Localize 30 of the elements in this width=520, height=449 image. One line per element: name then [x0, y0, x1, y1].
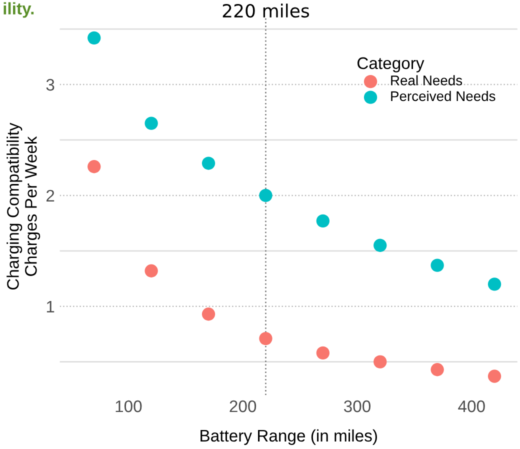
point — [374, 355, 387, 368]
y-tick-label: 2 — [46, 190, 54, 202]
x-axis-title: Battery Range (in miles) — [200, 429, 377, 445]
point — [144, 264, 158, 278]
legend-label: Real Needs — [391, 75, 462, 86]
point — [88, 160, 101, 174]
point — [88, 31, 101, 45]
ref-line-label: 220 miles — [222, 4, 310, 18]
x-tick-label: 200 — [230, 400, 256, 412]
point — [430, 363, 444, 376]
legend-title: Category — [358, 57, 424, 72]
legend-label: Perceived Needs — [391, 90, 496, 102]
x-tick-label: 300 — [344, 400, 370, 412]
point — [488, 278, 502, 291]
y-tick-label: 1 — [46, 300, 54, 312]
point — [259, 332, 272, 346]
point — [144, 116, 158, 130]
point — [202, 156, 216, 170]
x-tick-label: 100 — [116, 400, 142, 412]
chart-title: ility. — [4, 2, 34, 18]
point — [488, 370, 502, 383]
point — [316, 346, 330, 360]
point — [430, 258, 444, 272]
point — [316, 214, 330, 228]
point — [202, 308, 216, 321]
y-axis-title: Charging Compatibility Charges Per Week — [6, 122, 40, 290]
point — [259, 188, 272, 202]
y-tick-label: 3 — [46, 78, 54, 91]
x-tick-label: 400 — [458, 400, 485, 412]
point — [374, 238, 387, 252]
